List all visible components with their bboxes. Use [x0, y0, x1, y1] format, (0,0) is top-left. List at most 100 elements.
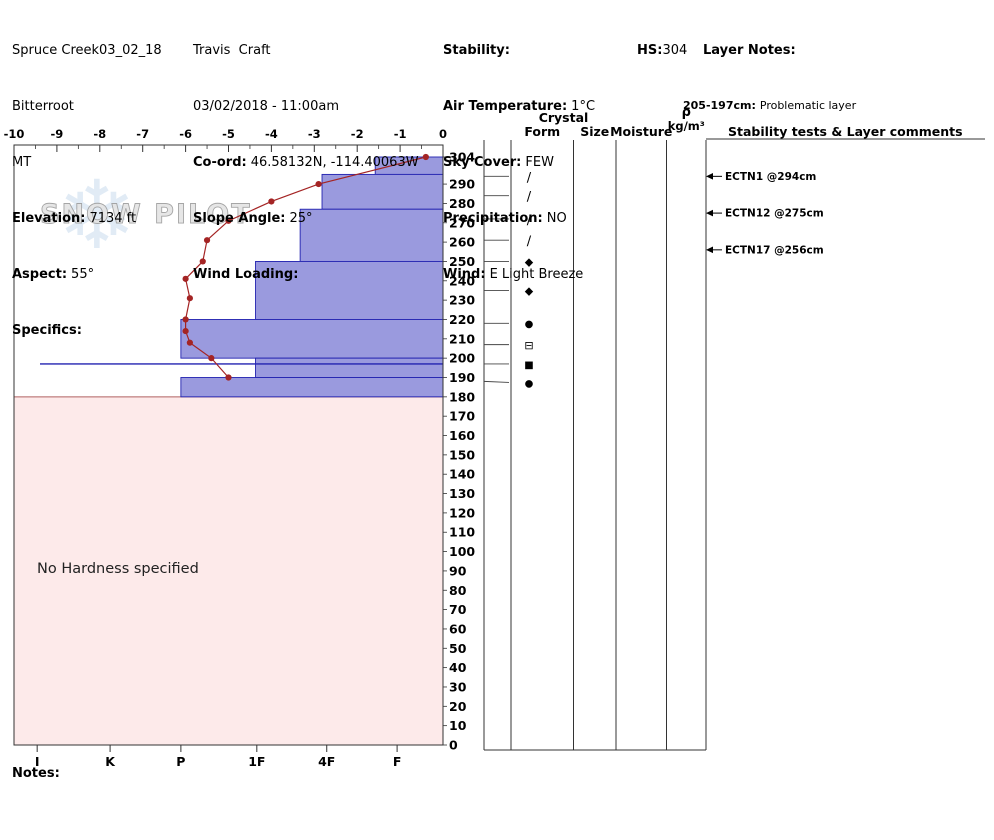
- depth-label: 260: [449, 235, 475, 250]
- header-location-col: Spruce Creek03_02_18 Bitterroot MT Eleva…: [12, 4, 162, 378]
- form-header: Form: [524, 124, 560, 139]
- ice-layer-icon: ■: [524, 360, 533, 371]
- rounded-grains-icon: ●: [525, 319, 534, 330]
- temp-axis-label: -2: [351, 127, 364, 141]
- temperature-point: [315, 180, 322, 188]
- hardness-axis-label: F: [393, 754, 402, 769]
- temperature-point: [186, 339, 193, 346]
- specifics-label: Specifics:: [12, 323, 82, 338]
- depth-label: 90: [449, 563, 467, 578]
- hardness-axis-label: I: [35, 754, 40, 769]
- temperature-point: [203, 237, 211, 244]
- header-observer-col: Travis Craft 03/02/2018 - 11:00am Co-ord…: [193, 4, 419, 322]
- layer-note-text: Problematic layer: [759, 99, 857, 112]
- temperature-point: [186, 295, 193, 302]
- layer-note-depth: 205-197cm:: [683, 99, 756, 112]
- hs-line: HS:304: [637, 42, 687, 60]
- coord-label: Co-ord:: [193, 155, 247, 170]
- coord-value: 46.58132N, -114.40063W: [250, 155, 419, 170]
- depth-label: 150: [449, 447, 475, 462]
- faceted-crystals-icon: ⊟: [524, 339, 533, 352]
- depth-label: 220: [449, 312, 475, 327]
- form-leader-line: [483, 380, 510, 383]
- left-arrow-icon: [706, 246, 713, 254]
- aspect-line: Aspect: 55°: [12, 266, 162, 284]
- depth-label: 160: [449, 428, 475, 443]
- depth-label: 40: [449, 660, 467, 675]
- decomposing-fragments-icon: ◆: [525, 285, 534, 298]
- density-symbol-header: ρ: [682, 105, 691, 120]
- depth-label: 10: [449, 718, 467, 733]
- temperature-point: [268, 198, 275, 205]
- depth-label: 50: [449, 641, 467, 656]
- watermark-text: SNOW PILOT: [40, 199, 252, 230]
- no-hardness-label: No Hardness specified: [37, 561, 199, 577]
- sky-cover-label: Sky Cover:: [443, 155, 522, 170]
- stability-test-label: ECTN12 @275cm: [725, 208, 824, 220]
- snow-layer-bar: [255, 357, 444, 378]
- left-arrow-icon: [706, 209, 713, 217]
- left-arrow-icon: [706, 173, 713, 180]
- layer-notes-label: Layer Notes:: [703, 43, 796, 58]
- snowflake-icon: ❄: [57, 161, 137, 271]
- depth-label: 120: [449, 505, 475, 520]
- comments-header: Stability tests & Layer comments: [728, 124, 963, 139]
- depth-label: 100: [449, 544, 475, 559]
- temp-axis-label: -3: [308, 127, 321, 141]
- depth-label: 280: [449, 196, 475, 211]
- decomposing-fragments-icon: ◆: [525, 256, 534, 269]
- precip-particles-icon: ∕: [527, 234, 532, 249]
- aspect-value: 55°: [71, 267, 95, 282]
- temp-axis-label: -1: [394, 127, 407, 141]
- no-hardness-region: [14, 396, 443, 745]
- hardness-axis-label: P: [176, 754, 185, 769]
- temp-axis-label: -9: [51, 127, 64, 141]
- wind-loading-label: Wind Loading:: [193, 267, 299, 282]
- temperature-point: [199, 258, 206, 265]
- temperature-point: [225, 374, 232, 381]
- temperature-point: [182, 275, 189, 282]
- wind-line: Wind: E Light Breeze: [443, 266, 595, 284]
- state: MT: [12, 155, 32, 170]
- temp-axis-label: -10: [4, 127, 25, 141]
- depth-label: 70: [449, 602, 467, 617]
- temperature-point: [225, 217, 232, 224]
- depth-label: 140: [449, 467, 475, 482]
- sky-cover-line: Sky Cover: FEW: [443, 154, 595, 172]
- stability-line: Stability:: [443, 42, 595, 60]
- depth-label: 130: [449, 486, 475, 501]
- precip-value: NO: [546, 211, 567, 226]
- crystal-header: Crystal: [539, 110, 589, 125]
- sky-cover-value: FEW: [525, 155, 554, 170]
- header-layer-notes-col: Layer Notes: 205-197cm: Problematic layer: [683, 4, 857, 154]
- hardness-axis-label: 4F: [318, 754, 335, 769]
- depth-label: 250: [449, 254, 475, 269]
- temperature-point: [208, 355, 215, 362]
- temperature-point: [182, 327, 189, 335]
- temp-axis-label: -7: [136, 127, 149, 141]
- depth-label: 80: [449, 583, 467, 598]
- stability-test-label: ECTN17 @256cm: [725, 244, 824, 256]
- elevation-line: Elevation: 7134 ft: [12, 210, 162, 228]
- depth-label: 170: [449, 409, 475, 424]
- elevation-value: 7134 ft: [89, 211, 137, 226]
- depth-label: 304: [449, 150, 475, 165]
- depth-label: 180: [449, 389, 475, 404]
- precip-particles-icon: ∕: [527, 213, 532, 228]
- rounded-grains-icon: ●: [525, 378, 534, 389]
- header-hs-col: HS:304: [637, 4, 687, 98]
- stability-label: Stability:: [443, 43, 510, 58]
- slope-angle-label: Slope Angle:: [193, 211, 286, 226]
- air-temp-line: Air Temperature: 1°C: [443, 98, 595, 116]
- size-header: Size: [580, 124, 609, 139]
- depth-label: 60: [449, 621, 467, 636]
- temp-axis-label: 0: [439, 127, 447, 141]
- depth-label: 30: [449, 679, 467, 694]
- hs-label: HS:: [637, 43, 663, 58]
- notes-label: Notes:: [12, 766, 60, 781]
- depth-label: 190: [449, 370, 475, 385]
- depth-label: 290: [449, 177, 475, 192]
- precip-label: Precipitation:: [443, 211, 543, 226]
- coord-line: Co-ord: 46.58132N, -114.40063W: [193, 154, 419, 172]
